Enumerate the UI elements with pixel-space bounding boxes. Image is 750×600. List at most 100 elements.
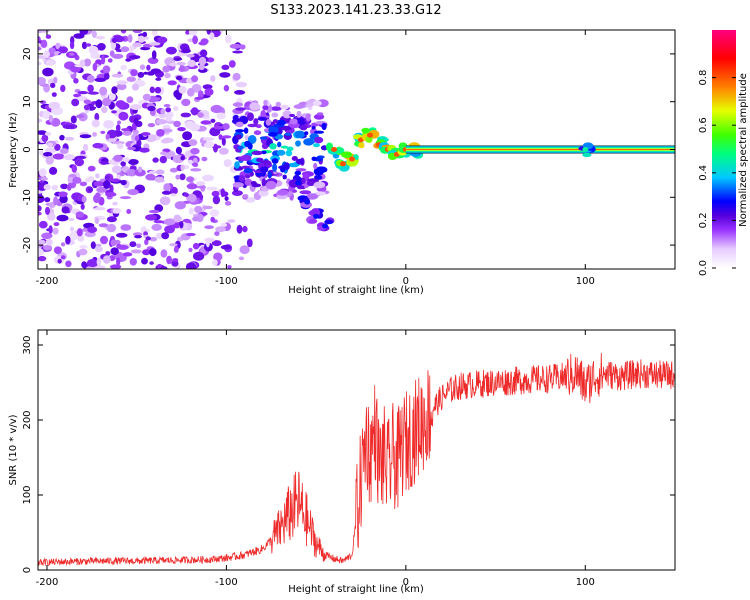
snr-frame xyxy=(37,329,676,571)
heatmap-cell xyxy=(202,205,213,210)
heatmap-cell xyxy=(88,45,99,55)
heatmap-cell xyxy=(199,49,208,57)
heatmap-peak xyxy=(322,223,329,229)
heatmap-cell xyxy=(142,31,148,38)
heatmap-cell xyxy=(190,147,200,155)
heatmap-cell xyxy=(267,132,278,137)
heatmap-cell xyxy=(173,246,179,253)
heatmap-peak xyxy=(331,147,338,152)
heatmap-cell xyxy=(149,236,157,242)
heatmap-cell xyxy=(251,150,263,156)
heatmap-cell xyxy=(38,118,43,123)
heatmap-cell xyxy=(311,156,317,161)
heatmap-cell xyxy=(85,43,92,47)
heatmap-cell xyxy=(264,164,273,168)
heatmap-cell xyxy=(210,118,216,123)
snr-y-axis-title: SNR (10 * v/v) xyxy=(8,414,19,485)
heatmap-cell xyxy=(147,57,159,64)
heatmap-cell xyxy=(38,255,47,262)
heatmap-cell xyxy=(214,125,224,130)
heatmap-cell xyxy=(263,99,268,106)
heatmap-cell xyxy=(186,183,198,190)
heatmap-cell xyxy=(122,130,132,136)
heatmap-cell xyxy=(43,152,53,157)
heatmap-cell xyxy=(62,124,75,129)
heatmap-cell xyxy=(180,155,185,161)
heatmap-cell xyxy=(46,142,54,148)
heatmap-cell xyxy=(271,158,279,164)
heatmap-cell xyxy=(259,136,268,140)
heatmap-peak xyxy=(582,147,589,152)
heatmap-cell xyxy=(120,64,128,71)
heatmap-cell xyxy=(95,35,106,40)
heatmap-cell xyxy=(285,149,292,157)
snr-y-ticks: 0 100 200 300 xyxy=(22,335,675,573)
heatmap-cell xyxy=(139,64,146,70)
heatmap-cell xyxy=(72,177,82,184)
heatmap-cell xyxy=(132,42,142,48)
heatmap-cell xyxy=(132,30,143,34)
heatmap-cell xyxy=(112,201,118,206)
heatmap-peak xyxy=(313,213,320,219)
heatmap-cell xyxy=(295,140,301,147)
heatmap-cell xyxy=(120,224,132,231)
heatmap-cell xyxy=(93,181,106,187)
heatmap-cell xyxy=(105,133,110,140)
heatmap-cell xyxy=(132,129,139,135)
heatmap-cell xyxy=(116,80,128,85)
heatmap-cell xyxy=(80,203,85,210)
heatmap-cell xyxy=(221,64,230,71)
colorbar: 0.0 0.2 0.4 0.6 0.8 Normalized spectral ampl… xyxy=(698,30,749,276)
snr-y-tick-label: 0 xyxy=(22,567,33,573)
heatmap-cell xyxy=(77,235,85,242)
heatmap-cell xyxy=(294,130,306,139)
heatmap-cell xyxy=(175,75,183,81)
heatmap-cell xyxy=(260,166,266,173)
heatmap-cell xyxy=(365,135,373,143)
heatmap-cell xyxy=(232,182,244,188)
heatmap-cell xyxy=(247,135,257,144)
heatmap-cell xyxy=(58,46,68,54)
heatmap-cell xyxy=(95,99,103,109)
heatmap-cell xyxy=(206,186,218,191)
heatmap-cell xyxy=(280,145,289,149)
heatmap-cell xyxy=(284,132,292,136)
spectrogram-y-ticks: -20 -10 0 10 20 xyxy=(22,48,675,253)
heatmap-cell xyxy=(173,106,179,111)
heatmap-cell xyxy=(38,130,47,135)
heatmap-cell xyxy=(143,71,148,75)
heatmap-cell xyxy=(160,108,165,115)
heatmap-cell xyxy=(295,158,305,165)
heatmap-cell xyxy=(311,125,316,130)
heatmap-cell xyxy=(77,91,89,95)
heatmap-cell xyxy=(98,223,109,228)
heatmap-cell xyxy=(68,231,79,241)
heatmap-cell xyxy=(83,58,92,67)
heatmap-cell xyxy=(141,132,151,136)
heatmap-cell xyxy=(209,32,215,40)
heatmap-cell xyxy=(305,113,311,122)
heatmap-cell xyxy=(305,100,313,105)
heatmap-cell xyxy=(173,214,182,223)
heatmap-cell xyxy=(43,50,50,59)
heatmap-cell xyxy=(102,255,111,264)
heatmap-cell xyxy=(582,152,592,158)
heatmap-cell xyxy=(145,236,151,241)
heatmap-cell xyxy=(220,244,232,250)
heatmap-cell xyxy=(130,69,138,77)
heatmap-cell xyxy=(82,143,89,152)
snr-x-tick-label: -100 xyxy=(215,577,238,588)
heatmap-cell xyxy=(222,123,230,130)
heatmap-cell xyxy=(79,181,88,187)
heatmap-cell xyxy=(185,232,196,237)
heatmap-cell xyxy=(136,139,142,148)
heatmap-cell xyxy=(81,261,87,269)
heatmap-cell xyxy=(39,150,44,156)
heatmap-cell xyxy=(160,151,168,156)
heatmap-cell xyxy=(38,194,45,203)
heatmap-cell xyxy=(321,122,327,131)
heatmap-cell xyxy=(129,258,137,266)
heatmap-cell xyxy=(200,120,212,125)
heatmap-cell xyxy=(192,216,200,222)
heatmap-cell xyxy=(87,165,96,172)
